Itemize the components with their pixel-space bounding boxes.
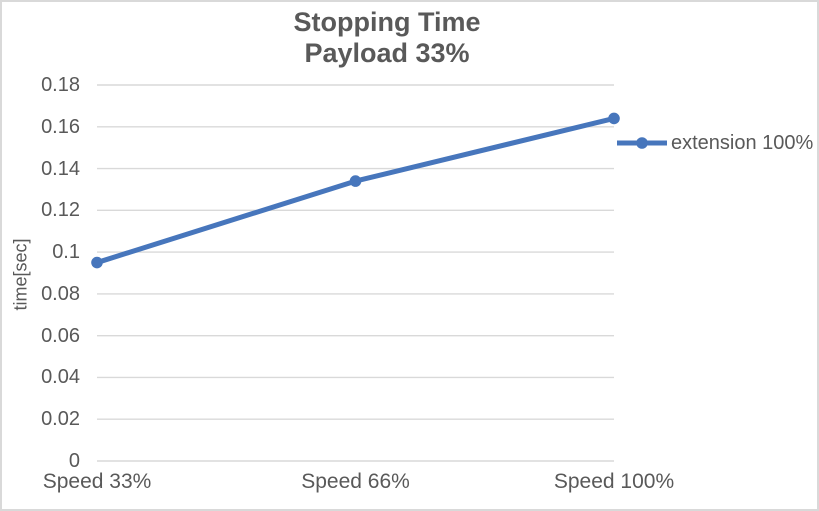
data-point-marker	[349, 175, 362, 187]
legend-marker-dot	[636, 137, 648, 149]
legend-line-marker-icon	[617, 137, 667, 149]
data-point-marker	[608, 112, 620, 125]
y-axis-tick-label: 0.16	[41, 115, 80, 138]
y-axis-tick-label: 0.18	[41, 74, 80, 96]
gridlines	[97, 84, 614, 462]
series-line	[94, 115, 617, 266]
chart-title-line-1: Stopping Time	[293, 7, 481, 37]
y-axis-tick-label: 0.08	[41, 282, 80, 305]
x-axis-category-label: Speed 33%	[42, 470, 152, 493]
y-axis-tick-label: 0	[68, 450, 80, 472]
chart-title-line-2: Payload 33%	[304, 38, 470, 68]
chart-title: Stopping Time Payload 33%	[2, 7, 772, 69]
legend-series-label: extension 100%	[671, 131, 814, 154]
legend: extension 100%	[616, 130, 813, 156]
data-point-marker	[91, 256, 103, 269]
y-axis-tick-label: 0.12	[41, 199, 80, 222]
x-axis-category-label: Speed 66%	[301, 470, 410, 493]
y-axis-tick-label: 0.06	[41, 324, 80, 347]
y-axis-tick-label: 0.1	[52, 241, 80, 264]
y-axis-tick-label: 0.04	[41, 366, 80, 389]
y-axis-tick-label: 0.02	[41, 408, 80, 431]
series-extension-100	[91, 112, 620, 269]
x-axis-category-label: Speed 100%	[553, 470, 675, 493]
y-axis-tick-label: 0.14	[41, 157, 80, 180]
